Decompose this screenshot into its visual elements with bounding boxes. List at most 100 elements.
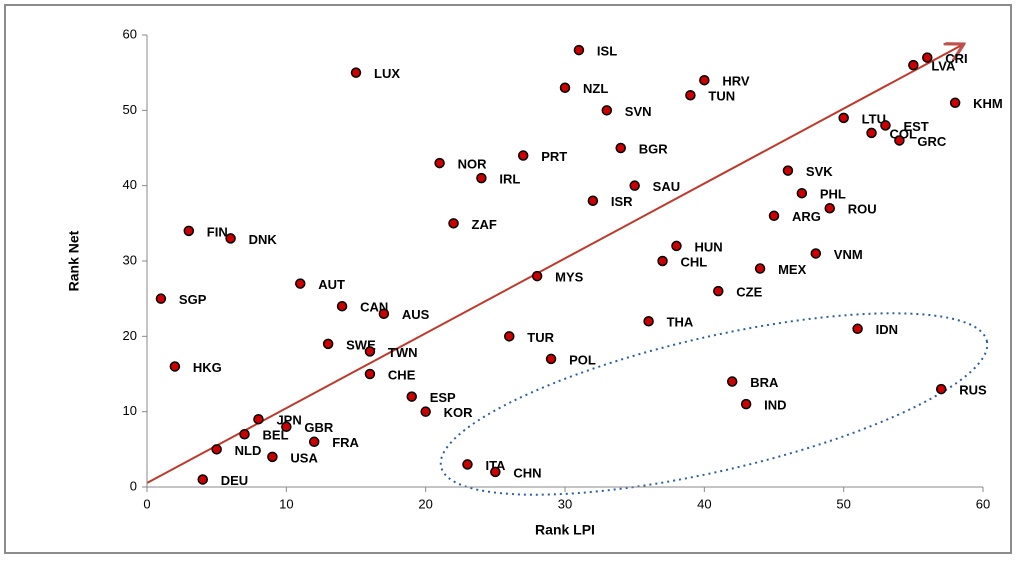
point bbox=[685, 90, 696, 101]
point-label: CHE bbox=[388, 367, 416, 382]
point-label: NOR bbox=[458, 157, 488, 172]
point-label: DNK bbox=[249, 232, 278, 247]
point-label: SVK bbox=[806, 164, 833, 179]
point-label: TUN bbox=[708, 89, 735, 104]
point-label: THA bbox=[667, 315, 694, 330]
point-label: HKG bbox=[193, 360, 222, 375]
point-label: USA bbox=[290, 450, 318, 465]
point bbox=[364, 346, 376, 357]
point bbox=[545, 353, 557, 365]
x-tick-label: 10 bbox=[279, 496, 293, 511]
point-label: EST bbox=[903, 119, 928, 134]
point bbox=[308, 436, 320, 448]
point-label: POL bbox=[569, 352, 596, 367]
point-label: DEU bbox=[221, 473, 248, 488]
point-label: SAU bbox=[653, 179, 680, 194]
point bbox=[852, 323, 863, 335]
point bbox=[183, 225, 195, 237]
point-label: FIN bbox=[207, 224, 228, 239]
point-label: TUR bbox=[527, 330, 554, 345]
point-label: IND bbox=[764, 398, 786, 413]
point bbox=[810, 248, 822, 259]
point bbox=[434, 157, 445, 169]
point bbox=[295, 278, 306, 289]
y-tick-label: 60 bbox=[123, 26, 137, 41]
point bbox=[378, 308, 390, 319]
point-label: BEL bbox=[263, 428, 289, 443]
point bbox=[754, 263, 766, 274]
point-label: TWN bbox=[388, 345, 418, 360]
point-label: ISL bbox=[597, 44, 617, 59]
point bbox=[615, 142, 626, 154]
point-label: NLD bbox=[235, 443, 262, 458]
point bbox=[364, 368, 376, 380]
point bbox=[782, 165, 794, 176]
point bbox=[239, 429, 250, 440]
point bbox=[211, 444, 222, 455]
point-label: GBR bbox=[304, 420, 334, 435]
point-label: LUX bbox=[374, 66, 400, 81]
point bbox=[587, 195, 599, 206]
point bbox=[253, 413, 264, 425]
point bbox=[281, 421, 292, 432]
point bbox=[267, 451, 278, 463]
point bbox=[768, 210, 780, 222]
point-label: PRT bbox=[541, 149, 567, 164]
point-label: CHN bbox=[513, 465, 541, 480]
point bbox=[908, 59, 919, 71]
point bbox=[155, 293, 167, 304]
point bbox=[922, 52, 933, 63]
point bbox=[225, 233, 236, 244]
x-tick-label: 30 bbox=[558, 496, 572, 511]
point-label: ITA bbox=[485, 458, 506, 473]
point bbox=[573, 44, 585, 56]
point bbox=[601, 105, 613, 116]
point bbox=[713, 285, 724, 297]
point-label: KOR bbox=[444, 405, 474, 420]
point-label: BRA bbox=[750, 375, 779, 390]
point-label: BGR bbox=[639, 141, 669, 156]
point bbox=[559, 82, 571, 93]
point bbox=[350, 67, 362, 78]
point-label: NZL bbox=[583, 81, 608, 96]
point bbox=[476, 172, 487, 184]
y-tick-label: 0 bbox=[130, 478, 137, 493]
chart-frame bbox=[4, 4, 1012, 554]
point-label: IDN bbox=[876, 322, 898, 337]
y-tick-label: 30 bbox=[123, 252, 137, 267]
point bbox=[657, 255, 668, 267]
point-label: ZAF bbox=[472, 217, 497, 232]
point bbox=[726, 376, 738, 387]
point-label: CRI bbox=[945, 51, 967, 66]
point bbox=[866, 127, 877, 139]
x-tick-label: 40 bbox=[697, 496, 711, 511]
y-tick-label: 40 bbox=[123, 177, 137, 192]
point-label: HRV bbox=[722, 74, 750, 89]
point bbox=[322, 338, 334, 350]
point bbox=[671, 240, 682, 252]
point-label: CZE bbox=[736, 285, 762, 300]
point-label: HUN bbox=[694, 239, 722, 254]
point bbox=[838, 112, 849, 124]
y-tick-label: 10 bbox=[123, 403, 137, 418]
point bbox=[643, 316, 654, 327]
point bbox=[894, 135, 905, 146]
point-label: MYS bbox=[555, 270, 584, 285]
point bbox=[531, 270, 543, 282]
point-label: CHL bbox=[681, 254, 708, 269]
point bbox=[699, 74, 710, 86]
point bbox=[949, 97, 961, 109]
point bbox=[504, 331, 515, 342]
point bbox=[420, 406, 431, 417]
point-label: PHL bbox=[820, 187, 846, 202]
x-tick-label: 60 bbox=[976, 496, 990, 511]
point-label: IRL bbox=[499, 172, 520, 187]
point-label: ARG bbox=[792, 209, 821, 224]
point-label: ESP bbox=[430, 390, 456, 405]
point bbox=[796, 187, 808, 199]
y-tick-label: 50 bbox=[123, 102, 137, 117]
highlight-ellipse bbox=[439, 312, 989, 496]
point-label: AUS bbox=[402, 307, 430, 322]
point-label: AUT bbox=[318, 277, 345, 292]
